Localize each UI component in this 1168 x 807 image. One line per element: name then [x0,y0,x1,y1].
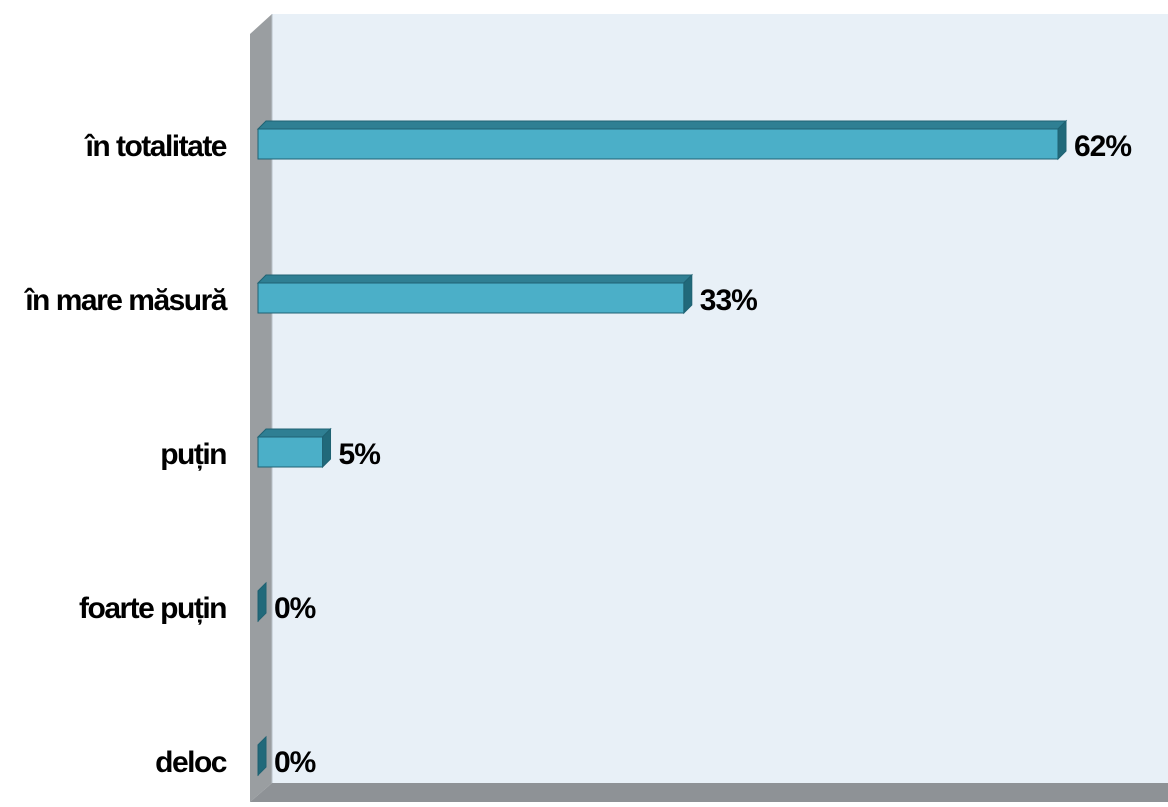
bar-front-face [257,436,324,468]
category-labels: în totalitate în mare măsură puțin foarte p… [23,130,229,779]
bar-0 [256,119,1068,161]
value-label: 5% [339,438,381,471]
category-label: puțin [160,438,226,471]
bar-front-face [257,590,259,622]
bar-front-face [257,128,1059,160]
category-label: foarte puțin [79,592,226,625]
category-label: deloc [155,746,227,779]
value-label: 33% [700,284,757,317]
bar-top-face [256,428,332,438]
bar-3 [257,581,267,623]
plot-floor [250,783,1168,802]
category-label: în totalitate [83,130,226,163]
bars-layer [256,119,1068,777]
bar-4 [257,735,267,777]
value-labels: 62% 33% 5% 0% 0% [274,130,1132,779]
value-label: 0% [274,592,316,625]
value-label: 62% [1074,130,1131,163]
bar-front-face [257,744,259,776]
plot-back-wall [272,14,1168,783]
bar-top-face [256,120,1068,130]
category-label: în mare măsură [23,284,228,317]
bar-top-face [256,274,694,284]
bar-1 [256,273,694,315]
bar-2 [256,427,332,469]
value-label: 0% [274,746,316,779]
bar-front-face [257,282,685,314]
